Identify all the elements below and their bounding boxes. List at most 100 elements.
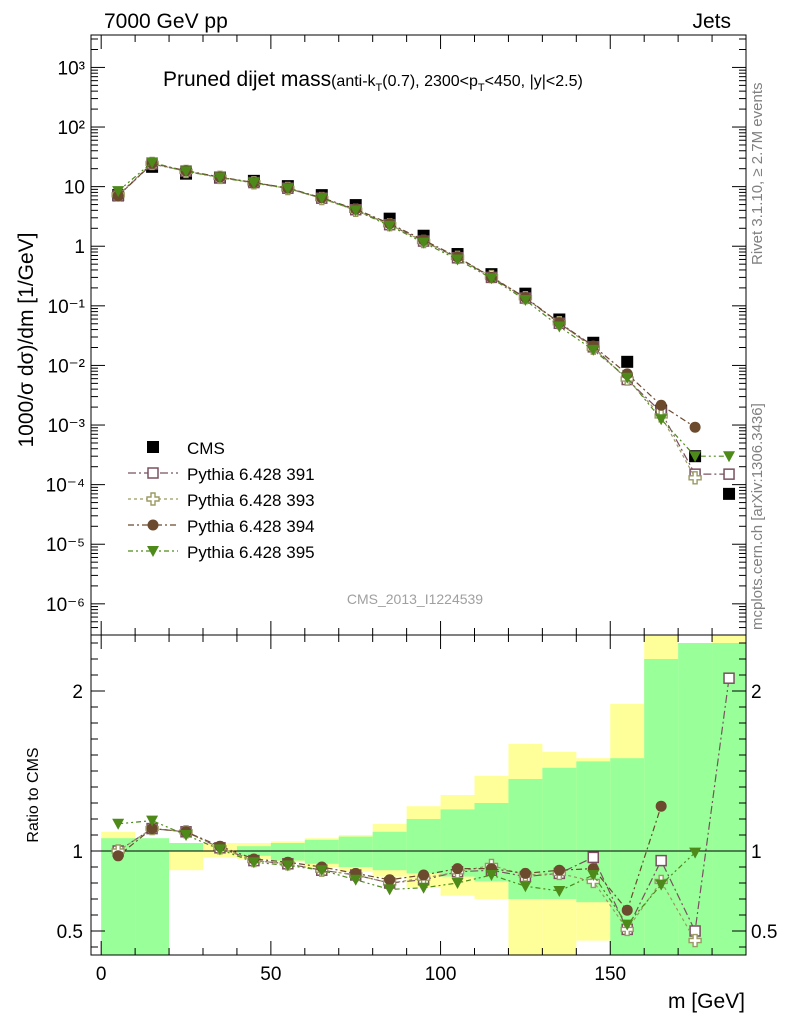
- uncertainty-bands: [101, 635, 746, 955]
- ratio-point-p394: [621, 904, 633, 916]
- ratio-point-p395: [146, 815, 159, 827]
- legend-label-cms: CMS: [187, 439, 225, 458]
- y-tick-label-main: 10²: [58, 118, 85, 139]
- header-right: Jets: [692, 10, 731, 33]
- y-tick-label-main: 10⁻²: [48, 356, 86, 377]
- ratio-point-p395: [247, 857, 260, 869]
- main-point-p395: [485, 273, 498, 285]
- ratio-frame: [90, 634, 747, 956]
- band-inner-18: [712, 643, 746, 955]
- ratio-point-p395: [349, 874, 362, 886]
- y-axis-label-ratio: Ratio to CMS: [25, 747, 42, 842]
- y-tick-label-ratio-right: 1: [751, 842, 762, 863]
- main-point-cms: [621, 355, 634, 368]
- ratio-point-p395: [519, 881, 532, 893]
- main-point-p395: [146, 157, 159, 169]
- ratio-point-p391: [723, 672, 735, 684]
- x-tick-label: 100: [425, 964, 457, 985]
- band-inner-2: [169, 843, 203, 851]
- y-tick-label-ratio-right: 2: [751, 682, 762, 703]
- ratio-point-p391: [587, 851, 600, 864]
- y-tick-label-ratio-right: 0.5: [751, 922, 777, 943]
- y-tick-label-main: 10⁻³: [48, 416, 86, 437]
- legend-marker-p394: [147, 519, 159, 531]
- ratio-point-p394: [418, 869, 430, 881]
- y-axis-label-main: 1000/σ dσ)/dm [1/GeV]: [15, 232, 38, 447]
- ratio-point-p395: [553, 886, 566, 897]
- title-main: Pruned dijet mass: [163, 68, 331, 91]
- legend: CMS Pythia 6.428 391 Pythia 6.428 393 Pythi…: [128, 439, 315, 562]
- ratio-point-p395: [417, 882, 430, 894]
- ratio-point-p393: [688, 933, 702, 948]
- y-tick-label-main: 10: [64, 178, 85, 199]
- y-tick-label-main: 1: [74, 237, 85, 258]
- ratio-point-p394: [112, 850, 124, 862]
- title-detail2: (0.7), 2300<p: [382, 73, 478, 90]
- y-tick-label-main: 10⁻⁶: [46, 595, 85, 616]
- ratio-point-p394: [146, 823, 158, 835]
- y-tick-label-ratio: 2: [72, 682, 83, 703]
- band-inner-17: [678, 643, 713, 955]
- legend-marker-p395: [147, 546, 159, 557]
- main-point-p395: [723, 451, 736, 463]
- ratio-point-p391: [655, 854, 667, 867]
- ratio-point-p394: [655, 800, 667, 812]
- main-point-p395: [519, 295, 532, 307]
- legend-label-p391: Pythia 6.428 391: [187, 465, 315, 484]
- ratio-point-p395: [587, 870, 600, 881]
- band-inner-1: [135, 838, 170, 955]
- main-point-p395: [349, 205, 362, 217]
- header-left: 7000 GeV pp: [104, 10, 228, 33]
- ratio-point-p393: [586, 874, 600, 889]
- main-line-p393: [117, 162, 696, 479]
- band-inner-9: [406, 819, 441, 874]
- legend-label-p394: Pythia 6.428 394: [187, 517, 315, 536]
- main-point-p395: [112, 186, 125, 198]
- ratio-line-p394: [117, 806, 662, 912]
- ratio-point-p395: [451, 878, 464, 889]
- legend-label-p393: Pythia 6.428 393: [187, 491, 315, 510]
- y-tick-label-main: 10³: [58, 58, 85, 79]
- title-sub-t: T: [376, 82, 383, 94]
- main-point-p395: [417, 237, 430, 249]
- main-point-p393: [688, 471, 702, 485]
- y-tick-label-main: 10⁻⁵: [46, 535, 85, 556]
- x-tick-label: 0: [96, 964, 107, 985]
- ratio-point-p395: [485, 870, 498, 881]
- rivet-label: Rivet 3.1.10, ≥ 2.7M events: [749, 83, 766, 266]
- main-point-p395: [213, 172, 226, 184]
- ratio-series: [111, 672, 735, 948]
- legend-marker-cms: [147, 441, 159, 453]
- y-tick-label-ratio: 1: [72, 842, 83, 863]
- x-tick-label: 50: [260, 964, 281, 985]
- ratio-point-p395: [213, 844, 226, 856]
- main-point-p395: [587, 344, 600, 356]
- chart-title: Pruned dijet mass(anti-kT(0.7), 2300<pT<…: [163, 68, 583, 94]
- ratio-point-p395: [655, 879, 668, 891]
- ratio-point-p395: [383, 884, 396, 896]
- main-point-p395: [315, 193, 328, 205]
- main-series: [111, 156, 736, 500]
- main-point-p394: [689, 421, 701, 433]
- ratio-point-p394: [384, 874, 396, 886]
- ratio-point-p395: [689, 847, 702, 859]
- band-inner-5: [270, 843, 305, 861]
- main-line-p391: [117, 163, 730, 475]
- legend-label-p395: Pythia 6.428 395: [187, 543, 315, 562]
- main-line-p395: [117, 161, 730, 457]
- analysis-watermark: CMS_2013_I1224539: [347, 591, 483, 607]
- main-point-p395: [689, 451, 702, 463]
- main-point-p395: [247, 178, 260, 190]
- ratio-point-p395: [315, 865, 328, 877]
- axes: 0 50 100 150 10⁻⁶ 10⁻⁵ 10⁻⁴ 10⁻³ 10⁻² 10⁻¹ 1 10 10² 1…: [46, 34, 777, 985]
- legend-marker-p391: [147, 467, 159, 479]
- main-point-p395: [383, 220, 396, 232]
- main-point-p394: [655, 399, 667, 411]
- mcplots-label: mcplots.cern.ch [arXiv:1306.3436]: [749, 403, 766, 630]
- title-detail3: <450, |y|<2.5): [485, 73, 583, 90]
- ratio-point-p394: [452, 863, 464, 875]
- title-detail: (anti-k: [331, 73, 376, 90]
- main-point-p395: [621, 372, 634, 384]
- main-point-p391: [723, 468, 735, 480]
